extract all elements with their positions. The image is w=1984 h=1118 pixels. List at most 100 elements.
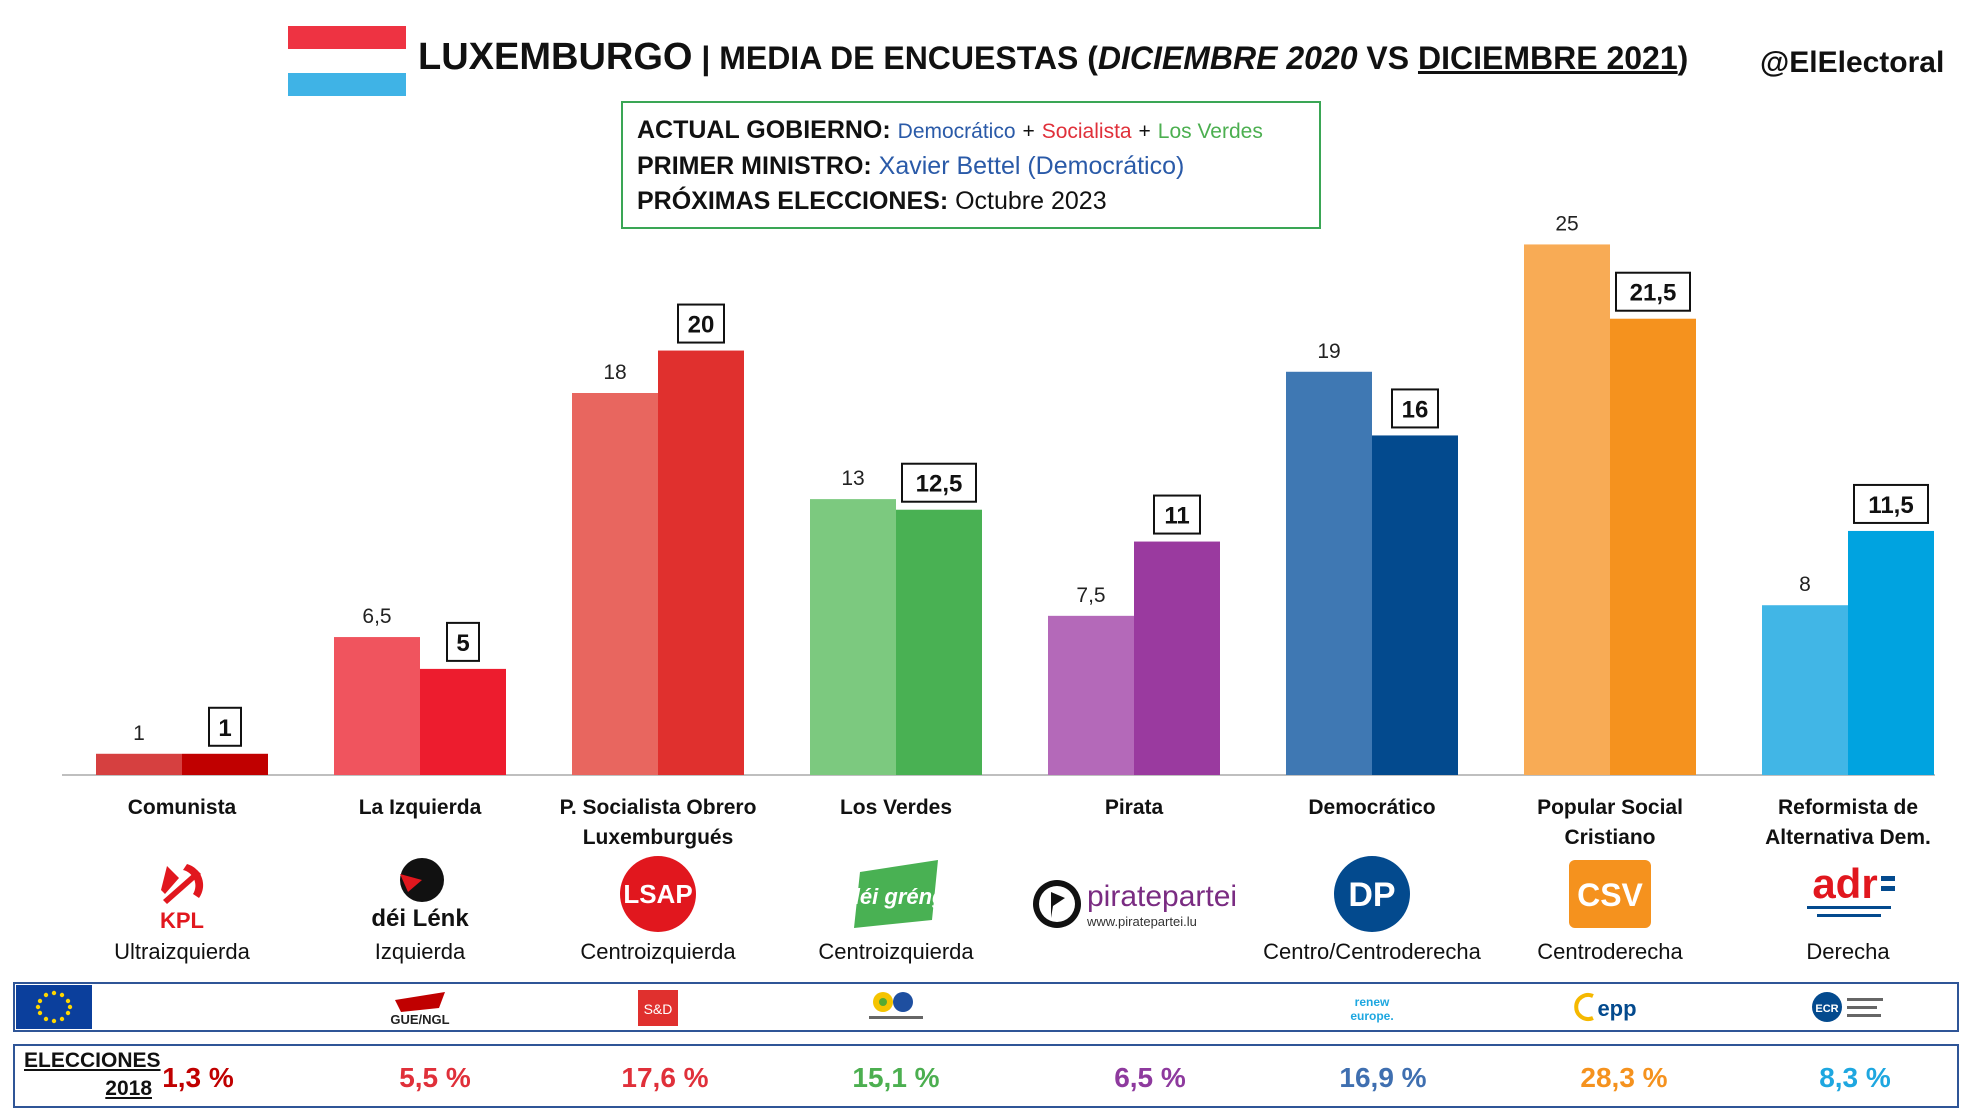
kpl-logo-icon: KPL <box>122 854 242 934</box>
government-info-box: ACTUAL GOBIERNO: Democrático + Socialist… <box>621 101 1321 229</box>
category-label-line: Los Verdes <box>839 796 953 819</box>
bar-2020 <box>1286 371 1372 775</box>
category-label: Popular Social Cristiano <box>1495 793 1725 853</box>
svg-text:renew: renew <box>1355 995 1390 1009</box>
twitter-handle: @ElElectoral <box>1760 46 1945 79</box>
bar-2020 <box>1524 244 1610 775</box>
gov-party-1: Democrático <box>897 120 1016 143</box>
title-sep: | MEDIA DE ENCUESTAS ( <box>692 40 1098 76</box>
election-2018-result: 8,3 % <box>1819 1062 1891 1093</box>
svg-text:ECR: ECR <box>1815 1003 1838 1015</box>
data-label-2021-box <box>901 462 977 503</box>
category-label-line: Luxemburgués <box>582 826 734 849</box>
flag-stripe-red <box>288 26 406 50</box>
bar-2020 <box>810 499 896 775</box>
svg-text:LSAP: LSAP <box>623 879 692 909</box>
category-label-line: La Izquierda <box>358 796 482 819</box>
data-label-2021-box <box>1153 494 1201 535</box>
title-vs: VS <box>1357 40 1418 76</box>
data-label-2020: 19 <box>1317 340 1340 363</box>
eu-flag-icon <box>16 985 92 1029</box>
ideology-label: Centroderecha <box>1537 939 1683 964</box>
flag-stripe-blue <box>288 72 406 96</box>
bar-2021 <box>658 350 744 775</box>
data-label-2021-box <box>208 706 242 747</box>
plus-1: + <box>1022 120 1035 143</box>
data-label-2021-box <box>677 303 725 344</box>
dp-logo-icon: DP <box>1312 854 1432 934</box>
svg-text:epp: epp <box>1597 996 1636 1021</box>
ideology-label: Izquierda <box>374 939 466 964</box>
election-2018-result: 6,5 % <box>1114 1062 1186 1093</box>
pm-value: Xavier Bettel (Democrático) <box>878 152 1185 180</box>
svg-text:CSV: CSV <box>1577 877 1643 913</box>
government-line: ACTUAL GOBIERNO: Democrático + Socialist… <box>637 113 1305 149</box>
category-label-line: Popular Social <box>1537 796 1683 819</box>
bar-2021 <box>1372 435 1458 775</box>
category-label: Pirata <box>1019 793 1249 823</box>
category-label-line: Comunista <box>127 796 237 819</box>
ideology-label: Derecha <box>1806 939 1890 964</box>
category-label-line: P. Socialista Obrero <box>559 796 757 819</box>
next-elections-value: Octubre 2023 <box>955 187 1107 215</box>
elections-2018-label: ELECCIONES 2018 <box>24 1047 161 1103</box>
gov-party-2: Socialista <box>1041 120 1132 143</box>
lsap-logo-icon: LSAP <box>598 854 718 934</box>
data-label-2021-box <box>1615 271 1691 312</box>
category-label: Los Verdes <box>781 793 1011 823</box>
ecr-logo-icon: ECR <box>1793 986 1903 1028</box>
data-label-2020: 1 <box>133 722 145 745</box>
next-elections-label: PRÓXIMAS ELECCIONES: <box>637 187 949 215</box>
svg-text:déi gréng: déi gréng <box>846 884 946 909</box>
elections-label-line2: 2018 <box>105 1077 152 1100</box>
dei-greng-logo-icon: déi gréng <box>836 854 956 934</box>
elections-label-line1: ELECCIONES <box>24 1049 161 1072</box>
data-label-2020: 18 <box>603 361 626 384</box>
csv-logo-icon: CSV <box>1550 854 1670 934</box>
svg-text:déi Lénk: déi Lénk <box>371 905 469 932</box>
dei-lenk-logo-icon: déi Lénk <box>360 854 480 934</box>
svg-text:piratepartei: piratepartei <box>1087 880 1237 913</box>
category-label: Democrático <box>1257 793 1487 823</box>
category-label: P. Socialista Obrero Luxemburgués <box>543 793 773 853</box>
ideology-label: Centroizquierda <box>580 939 736 964</box>
election-2018-result: 16,9 % <box>1339 1062 1427 1093</box>
data-label-2021: 20 <box>688 312 715 339</box>
bar-2020 <box>96 753 182 775</box>
svg-text:DP: DP <box>1348 876 1395 914</box>
category-label-line: Cristiano <box>1564 826 1656 849</box>
data-label-2021: 5 <box>456 630 469 657</box>
category-label-line: Reformista de <box>1777 796 1919 819</box>
elections-2018-row <box>13 1044 1959 1108</box>
title-date-2020: DICIEMBRE 2020 <box>1097 40 1358 76</box>
svg-text:KPL: KPL <box>160 908 204 933</box>
election-2018-result: 17,6 % <box>621 1062 709 1093</box>
page-title: LUXEMBURGO | MEDIA DE ENCUESTAS (DICIEMB… <box>418 36 1688 79</box>
bar-2021 <box>1134 541 1220 775</box>
plus-2: + <box>1138 120 1151 143</box>
adr-logo-icon: adr <box>1788 854 1908 934</box>
luxembourg-flag <box>288 26 406 96</box>
bar-2020 <box>1048 615 1134 775</box>
data-label-2021: 12,5 <box>916 471 963 498</box>
ideology-label: Centroizquierda <box>818 939 974 964</box>
category-label: Reformista de Alternativa Dem. <box>1733 793 1963 853</box>
election-2018-result: 28,3 % <box>1580 1062 1668 1093</box>
data-label-2021: 21,5 <box>1630 280 1677 307</box>
bar-2021 <box>896 509 982 775</box>
ideology-label: Ultraizquierda <box>114 939 250 964</box>
data-label-2021-box <box>1853 483 1929 524</box>
data-label-2021: 11 <box>1164 503 1189 530</box>
title-date-2021: DICIEMBRE 2021 <box>1417 40 1678 76</box>
svg-text:adr: adr <box>1812 860 1877 907</box>
category-label-line: Pirata <box>1104 796 1164 819</box>
data-label-2021: 16 <box>1402 396 1429 423</box>
data-label-2020: 7,5 <box>1076 584 1105 607</box>
category-label-line: Alternativa Dem. <box>1765 826 1931 849</box>
svg-text:europe.: europe. <box>1350 1009 1393 1023</box>
bar-2020 <box>334 637 420 775</box>
bar-2021 <box>1848 530 1934 775</box>
data-label-2021: 11,5 <box>1868 492 1913 519</box>
data-label-2020: 13 <box>841 467 864 490</box>
